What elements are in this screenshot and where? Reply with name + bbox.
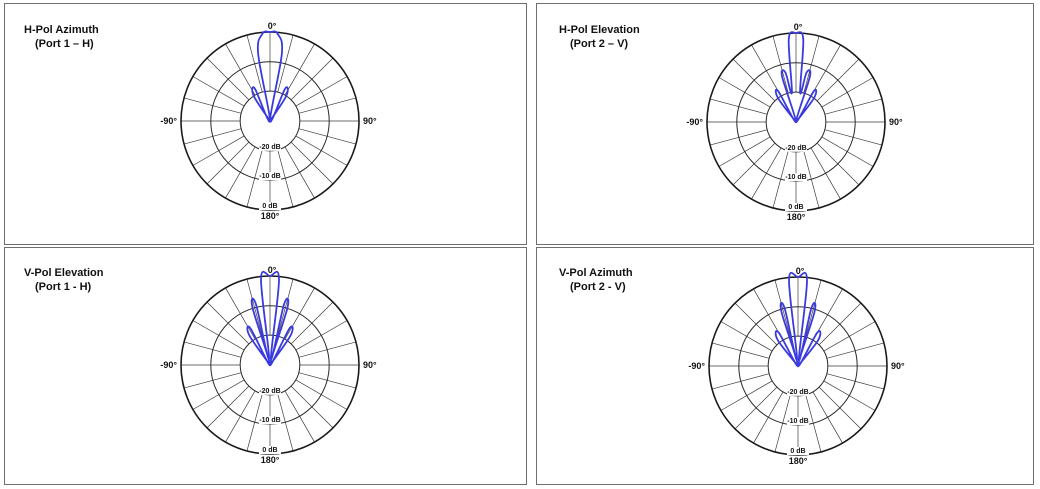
chart-title: H-Pol Azimuth [24,24,99,36]
ring-label-bg [259,172,281,181]
polar-chart-h-pol-azimuth: H-Pol Azimuth (Port 1 – H) -20 dB -10 dB 0… [24,21,377,221]
chart-title: V-Pol Azimuth [559,267,633,279]
angle-label-top: 0° [794,22,803,32]
chart-subtitle: (Port 1 – H) [35,38,94,50]
ring-label: -10 dB [259,417,280,424]
ring-label-bg [259,386,281,395]
angle-label-bottom: 180° [261,455,280,465]
angle-label-left: -90° [160,116,177,126]
ring-label: 0 dB [262,203,277,210]
radiation-pattern-line [774,271,822,367]
angle-label-right: 90° [363,360,377,370]
angle-label-right: 90° [891,361,905,371]
ring-label: 0 dB [788,204,803,211]
ring-label-bg [259,446,281,454]
angle-label-left: -90° [688,361,705,371]
grid-ring [239,334,301,396]
ring-label-bg [785,173,807,182]
ring-label-bg [787,447,809,455]
chart-panel-h-pol-azimuth: H-Pol Azimuth (Port 1 – H) -20 dB -10 dB 0… [4,3,527,245]
polar-chart-v-pol-azimuth: V-Pol Azimuth (Port 2 - V) -20 dB -10 dB 0… [559,266,905,466]
ring-label: -10 dB [259,173,280,180]
angle-label-left: -90° [160,360,177,370]
grid-ring [210,305,330,425]
chart-subtitle: (Port 1 - H) [35,281,92,293]
angle-label-top: 0° [796,266,805,276]
chart-subtitle: (Port 2 – V) [570,38,628,50]
chart-title: H-Pol Elevation [559,24,640,36]
ring-label: -20 dB [785,145,806,152]
grid-ring [210,61,330,181]
angle-label-right: 90° [889,117,903,127]
ring-label-bg [785,143,807,152]
chart-title: V-Pol Elevation [24,267,104,279]
ring-label: 0 dB [790,448,805,455]
polar-chart-v-pol-elevation: V-Pol Elevation (Port 1 - H) -20 dB -10 d… [24,265,377,465]
radiation-pattern-line [246,270,294,366]
ring-label-bg [259,202,281,210]
angle-label-left: -90° [686,117,703,127]
grid-ring [738,306,858,426]
ring-label-bg [259,142,281,151]
angle-label-right: 90° [363,116,377,126]
ring-label-bg [787,417,809,426]
grid-ring [736,62,856,182]
grid-ring [765,91,827,153]
ring-label-bg [259,416,281,425]
ring-label: -20 dB [259,388,280,395]
radiation-pattern-line [251,30,289,123]
chart-panel-v-pol-azimuth: V-Pol Azimuth (Port 2 - V) -20 dB -10 dB 0… [536,247,1034,485]
ring-label: -10 dB [785,174,806,181]
chart-panel-h-pol-elevation: H-Pol Elevation (Port 2 – V) -20 dB -10 d… [536,3,1034,245]
angle-label-top: 0° [268,21,277,31]
angle-label-top: 0° [268,265,277,275]
grid-ring [239,90,301,152]
ring-label: 0 dB [262,447,277,454]
ring-label-bg [787,387,809,396]
angle-label-bottom: 180° [261,211,280,221]
ring-label-bg [785,203,807,211]
chart-subtitle: (Port 2 - V) [570,281,626,293]
radiation-pattern-line [774,31,818,123]
ring-label: -20 dB [259,144,280,151]
ring-label: -10 dB [787,418,808,425]
chart-panel-v-pol-elevation: V-Pol Elevation (Port 1 - H) -20 dB -10 d… [4,247,527,485]
polar-chart-h-pol-elevation: H-Pol Elevation (Port 2 – V) -20 dB -10 d… [559,22,903,222]
grid-ring [767,335,829,397]
angle-label-bottom: 180° [787,212,806,222]
angle-label-bottom: 180° [789,456,808,466]
ring-label: -20 dB [787,389,808,396]
